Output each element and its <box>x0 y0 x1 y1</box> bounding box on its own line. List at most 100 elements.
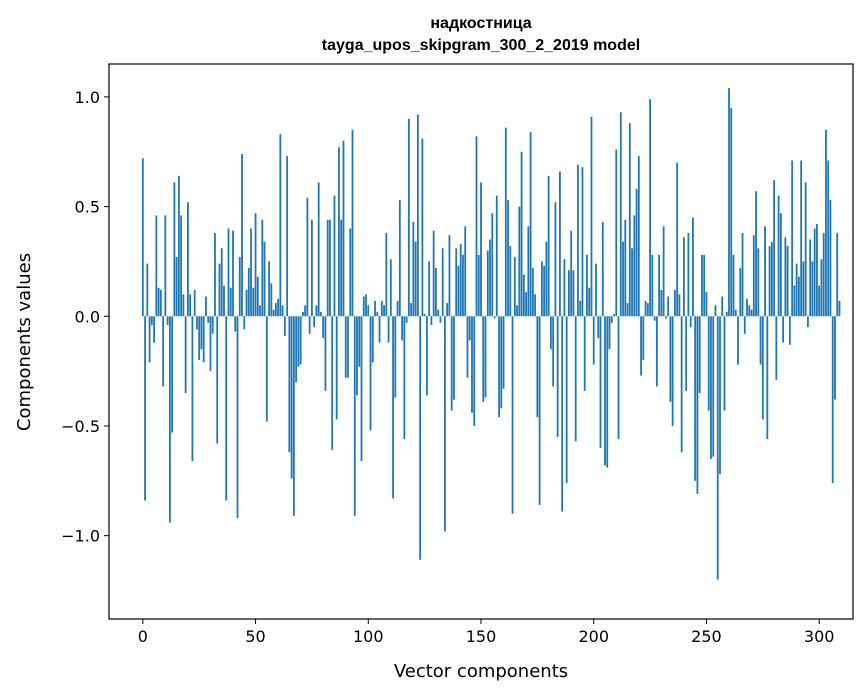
bar <box>689 316 692 328</box>
bar <box>624 219 627 317</box>
bar <box>698 316 701 394</box>
bar <box>238 257 241 317</box>
bar <box>820 259 823 317</box>
bar <box>245 289 248 317</box>
bar <box>374 300 376 317</box>
bar <box>597 316 600 339</box>
bar <box>455 248 458 317</box>
bar <box>480 182 482 317</box>
bar <box>748 305 751 317</box>
bar <box>788 316 791 345</box>
y-tick-label: 0.5 <box>75 198 100 217</box>
bar <box>813 228 816 317</box>
bar <box>254 213 257 317</box>
bar <box>509 246 512 317</box>
bar <box>795 263 798 317</box>
bar <box>430 316 433 326</box>
bar <box>500 316 503 409</box>
bar <box>606 316 609 468</box>
bar <box>263 241 266 317</box>
bar <box>268 261 270 317</box>
bar <box>622 241 624 317</box>
bar <box>631 248 633 317</box>
bar <box>653 316 656 321</box>
bar <box>644 300 647 317</box>
bar <box>791 160 794 317</box>
bar <box>412 221 415 317</box>
x-tick-label: 200 <box>578 627 609 646</box>
bar <box>344 316 347 378</box>
bar <box>599 316 602 448</box>
bar <box>802 261 805 317</box>
bar <box>827 160 830 317</box>
bar <box>482 316 485 402</box>
bar <box>610 316 613 323</box>
x-tick-label: 250 <box>691 627 722 646</box>
bar <box>511 316 514 514</box>
bar <box>516 305 518 317</box>
bar <box>324 316 327 391</box>
bar <box>583 316 586 391</box>
bar <box>243 316 246 330</box>
bar <box>829 200 832 317</box>
bar <box>818 285 821 317</box>
bar <box>331 316 334 451</box>
bar <box>694 316 697 481</box>
bar <box>311 219 313 317</box>
bar <box>746 298 748 317</box>
bar <box>205 296 207 317</box>
bar <box>563 259 566 317</box>
bar <box>265 316 268 422</box>
bar <box>207 316 210 323</box>
bar <box>448 235 451 317</box>
bar <box>617 316 620 440</box>
bar <box>252 287 255 317</box>
bar <box>730 107 733 317</box>
bar <box>513 257 516 317</box>
bar <box>356 316 358 396</box>
bar <box>770 241 773 317</box>
bar <box>380 300 383 317</box>
bar <box>365 294 367 317</box>
bar <box>540 261 543 317</box>
bar <box>831 316 834 483</box>
bar <box>317 182 320 317</box>
bar <box>658 254 661 317</box>
bar <box>236 316 239 519</box>
bar <box>588 287 591 317</box>
bar <box>150 316 153 326</box>
bar <box>394 316 397 398</box>
bar <box>608 316 611 350</box>
bar <box>764 226 766 317</box>
bar <box>281 305 284 317</box>
bar <box>536 316 539 418</box>
x-axis-label: Vector components <box>394 661 568 682</box>
bar <box>816 224 818 317</box>
bar <box>766 316 769 440</box>
bar <box>358 316 361 367</box>
bar <box>371 316 374 363</box>
bar <box>471 316 473 413</box>
bar <box>211 316 214 334</box>
bar <box>403 316 406 440</box>
bar <box>277 298 279 317</box>
bar <box>613 314 615 317</box>
bar <box>405 316 408 323</box>
bar <box>360 316 363 462</box>
bar <box>261 219 264 317</box>
bar <box>797 276 800 317</box>
bar <box>159 289 162 317</box>
bar <box>685 316 688 391</box>
bar <box>468 316 471 341</box>
bar <box>734 309 737 317</box>
bar <box>435 268 437 317</box>
bar <box>299 316 302 365</box>
bar <box>446 303 449 317</box>
bar <box>177 175 180 317</box>
bar <box>556 316 559 437</box>
bar <box>333 195 336 317</box>
bar <box>376 311 379 317</box>
bar <box>432 230 435 317</box>
bar <box>218 263 221 317</box>
bar <box>498 316 500 418</box>
